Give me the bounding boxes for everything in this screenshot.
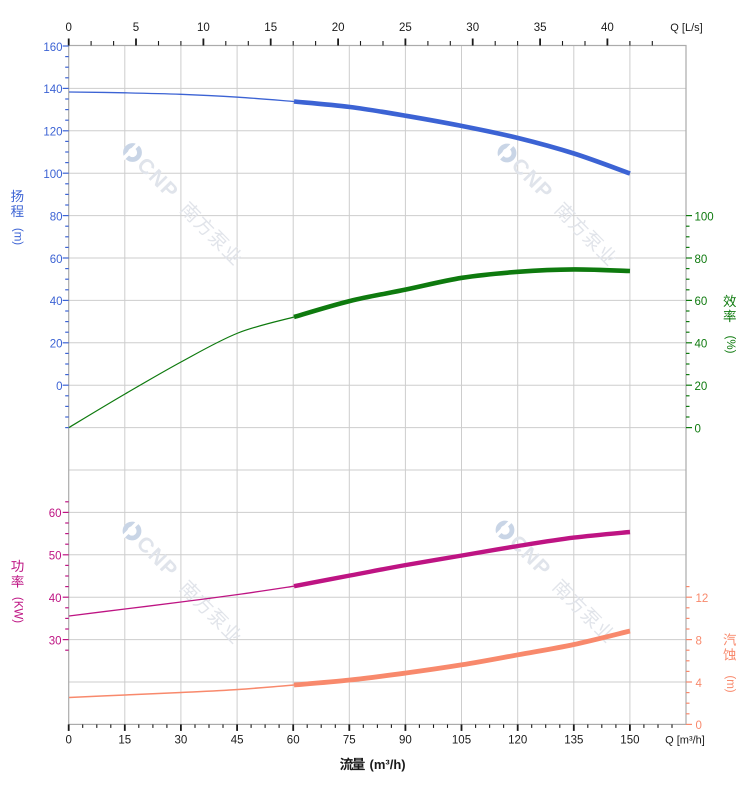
svg-text:(m): (m): [724, 675, 736, 692]
svg-text:40: 40: [49, 593, 62, 605]
svg-text:15: 15: [264, 22, 277, 34]
svg-text:20: 20: [332, 22, 345, 34]
svg-text:150: 150: [620, 735, 639, 747]
svg-text:40: 40: [695, 339, 708, 351]
svg-text:Q [L/s]: Q [L/s]: [670, 22, 702, 34]
svg-text:0: 0: [695, 423, 701, 435]
svg-text:90: 90: [399, 735, 412, 747]
svg-text:20: 20: [695, 381, 708, 393]
svg-text:30: 30: [466, 22, 479, 34]
svg-text:10: 10: [197, 22, 210, 34]
svg-text:40: 40: [601, 22, 614, 34]
svg-text:0: 0: [696, 720, 702, 732]
svg-text:60: 60: [50, 254, 63, 266]
svg-text:25: 25: [399, 22, 412, 34]
svg-text:60: 60: [287, 735, 300, 747]
svg-text:35: 35: [534, 22, 547, 34]
svg-text:45: 45: [231, 735, 244, 747]
svg-text:Q [m³/h]: Q [m³/h]: [665, 735, 705, 747]
svg-text:75: 75: [343, 735, 356, 747]
svg-text:0: 0: [56, 381, 62, 393]
svg-text:0: 0: [65, 735, 71, 747]
svg-text:60: 60: [695, 296, 708, 308]
svg-text:105: 105: [452, 735, 471, 747]
svg-text:(m³/h): (m³/h): [370, 757, 406, 772]
svg-text:12: 12: [696, 593, 709, 605]
svg-text:30: 30: [175, 735, 188, 747]
svg-text:160: 160: [43, 42, 62, 54]
svg-text:100: 100: [43, 169, 62, 181]
svg-text:4: 4: [696, 678, 703, 690]
svg-text:(%): (%): [724, 336, 736, 354]
svg-text:120: 120: [508, 735, 527, 747]
svg-text:8: 8: [696, 635, 702, 647]
svg-text:135: 135: [564, 735, 583, 747]
svg-text:30: 30: [49, 635, 62, 647]
svg-text:140: 140: [43, 84, 62, 96]
svg-text:80: 80: [50, 211, 63, 223]
svg-text:15: 15: [118, 735, 131, 747]
svg-text:80: 80: [695, 254, 708, 266]
svg-text:40: 40: [50, 296, 63, 308]
svg-text:0: 0: [65, 22, 71, 34]
svg-text:60: 60: [49, 508, 62, 520]
svg-text:120: 120: [43, 127, 62, 139]
svg-text:5: 5: [133, 22, 139, 34]
svg-text:50: 50: [49, 551, 62, 563]
svg-text:100: 100: [695, 211, 714, 223]
svg-text:(m): (m): [11, 228, 23, 245]
svg-text:(KW): (KW): [12, 597, 24, 623]
svg-text:20: 20: [50, 339, 63, 351]
